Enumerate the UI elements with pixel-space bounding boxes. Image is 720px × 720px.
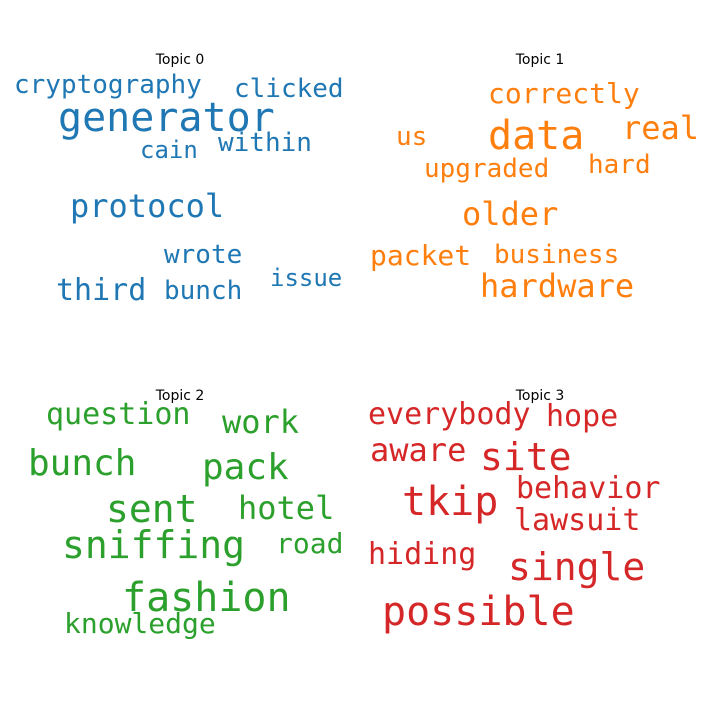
word-clicked: clicked bbox=[234, 74, 344, 104]
panel-title: Topic 1 bbox=[515, 52, 565, 68]
word-packet: packet bbox=[370, 239, 472, 272]
word-real: real bbox=[622, 109, 700, 147]
word-upgraded: upgraded bbox=[424, 154, 550, 184]
word-issue: issue bbox=[270, 264, 343, 292]
word-cryptography: cryptography bbox=[14, 70, 202, 100]
word-bunch: bunch bbox=[164, 276, 243, 306]
word-cain: cain bbox=[140, 136, 198, 164]
word-aware: aware bbox=[370, 431, 467, 469]
word-road: road bbox=[276, 527, 344, 560]
word-single: single bbox=[508, 545, 646, 589]
word-correctly: correctly bbox=[488, 77, 640, 110]
topic-panel-1: Topic 1 data hardware older real correctly pac… bbox=[360, 0, 720, 360]
word-third: third bbox=[56, 273, 147, 308]
word-hardware: hardware bbox=[480, 267, 635, 305]
topic-panel-3: Topic 3 possible tkip single site everybody ho… bbox=[360, 330, 720, 690]
word-pack: pack bbox=[202, 447, 289, 488]
panel-title: Topic 0 bbox=[155, 52, 205, 68]
word-everybody: everybody bbox=[368, 397, 531, 432]
word-data: data bbox=[488, 113, 585, 159]
word-sniffing: sniffing bbox=[62, 523, 246, 567]
topic-panel-2: Topic 2 fashion sniffing sent bunch pack quest… bbox=[0, 330, 360, 690]
word-knowledge: knowledge bbox=[64, 607, 216, 640]
word-lawsuit: lawsuit bbox=[514, 503, 641, 538]
word-site: site bbox=[480, 435, 572, 479]
word-older: older bbox=[462, 195, 559, 233]
word-bunch: bunch bbox=[28, 443, 137, 484]
word-behavior: behavior bbox=[516, 471, 661, 506]
word-tkip: tkip bbox=[402, 479, 499, 525]
word-generator: generator bbox=[58, 95, 275, 141]
word-possible: possible bbox=[382, 589, 575, 635]
word-work: work bbox=[222, 403, 300, 441]
word-sent: sent bbox=[106, 487, 198, 531]
word-within: within bbox=[218, 128, 312, 158]
panel-title: Topic 2 bbox=[155, 388, 205, 404]
word-fashion: fashion bbox=[122, 575, 291, 621]
word-us: us bbox=[396, 122, 428, 152]
word-wrote: wrote bbox=[164, 240, 243, 270]
word-protocol: protocol bbox=[70, 187, 225, 225]
word-hope: hope bbox=[546, 399, 619, 434]
word-business: business bbox=[494, 240, 620, 270]
word-hiding: hiding bbox=[368, 537, 477, 572]
word-question: question bbox=[46, 397, 191, 432]
panel-title: Topic 3 bbox=[515, 388, 565, 404]
word-hotel: hotel bbox=[238, 489, 335, 527]
word-hard: hard bbox=[588, 150, 651, 180]
topic-panel-0: Topic 0 generator protocol third cryptograph… bbox=[0, 0, 360, 360]
